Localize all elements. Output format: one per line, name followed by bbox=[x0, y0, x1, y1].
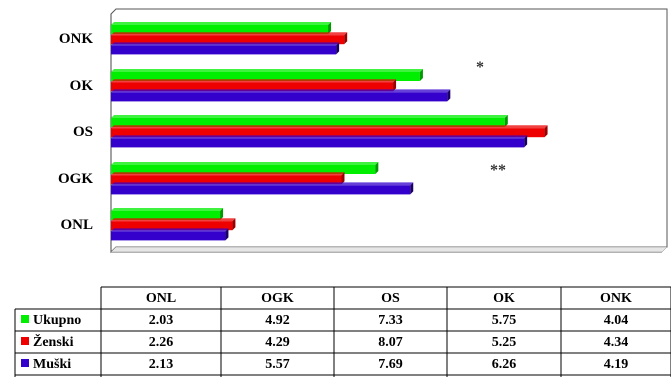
bar-enski-ogk bbox=[111, 172, 345, 185]
bar-end-cap bbox=[544, 125, 548, 138]
bar-muki-onl bbox=[111, 228, 229, 241]
bar-end-cap bbox=[524, 135, 528, 148]
bar-ukupno-ok bbox=[111, 69, 423, 81]
table-cell: 4.04 bbox=[604, 313, 629, 328]
bar-enski-ok bbox=[111, 79, 397, 92]
bar-end-cap bbox=[393, 79, 397, 92]
bar-ukupno-onl bbox=[111, 208, 224, 220]
y-tick-label-onk: ONK bbox=[59, 31, 94, 47]
bar-top-face bbox=[111, 218, 236, 222]
table-cell: 5.25 bbox=[492, 335, 517, 350]
bar-ukupno-onk bbox=[111, 22, 332, 34]
table-cell: 8.07 bbox=[378, 335, 403, 350]
table-cell: 4.19 bbox=[604, 357, 629, 372]
bar-end-cap bbox=[220, 208, 224, 220]
bar-front bbox=[111, 221, 233, 231]
table-cell: 2.26 bbox=[149, 335, 174, 350]
y-tick-label-ogk: OGK bbox=[58, 171, 93, 187]
bar-end-cap bbox=[504, 115, 508, 127]
y-tick-label-onl: ONL bbox=[60, 217, 93, 233]
table-cell: 6.26 bbox=[492, 357, 517, 372]
bar-muki-onk bbox=[111, 42, 340, 55]
annotation-ogk: ** bbox=[490, 162, 506, 179]
bar-front bbox=[111, 35, 345, 45]
bar-front bbox=[111, 231, 226, 241]
legend-key-muki bbox=[21, 359, 29, 367]
bar-front bbox=[111, 165, 376, 174]
bar-top-face bbox=[111, 79, 397, 83]
bar-end-cap bbox=[447, 89, 451, 102]
bar-top-face bbox=[111, 182, 414, 186]
bar-front bbox=[111, 138, 525, 148]
bar-end-cap bbox=[328, 22, 332, 34]
bar-top-face bbox=[111, 32, 348, 36]
table-header-os: OS bbox=[381, 291, 400, 306]
legend-label-muki: Muški bbox=[33, 357, 71, 372]
data-table: ONL OGK OS OK ONK Ukupno 2.03 4.92 7.33 5.75 4.04 Ž… bbox=[14, 286, 671, 377]
bar-top-face bbox=[111, 42, 340, 46]
bar-muki-ok bbox=[111, 89, 451, 102]
bar-end-cap bbox=[225, 228, 229, 241]
bar-front bbox=[111, 45, 337, 55]
legend-key-enski bbox=[21, 337, 29, 345]
legend-label-enski: Ženski bbox=[33, 333, 74, 350]
bar-enski-os bbox=[111, 125, 548, 138]
bar-top-face bbox=[111, 172, 345, 176]
bar-top-face bbox=[111, 115, 508, 118]
table-cell: 7.69 bbox=[378, 357, 403, 372]
bar-front bbox=[111, 92, 448, 102]
table-cell: 7.33 bbox=[378, 313, 403, 328]
bar-top-face bbox=[111, 89, 451, 93]
table-header-onl: ONL bbox=[146, 291, 176, 306]
y-tick-label-os: OS bbox=[73, 124, 93, 140]
table-cell: 5.75 bbox=[492, 313, 517, 328]
bar-end-cap bbox=[232, 218, 236, 231]
table-header-onk: ONK bbox=[600, 291, 632, 306]
bar-enski-onl bbox=[111, 218, 236, 231]
table-cell: 5.57 bbox=[265, 357, 290, 372]
bar-top-face bbox=[111, 69, 423, 72]
bar-muki-ogk bbox=[111, 182, 414, 195]
table-cell: 4.29 bbox=[265, 335, 290, 350]
bar-front bbox=[111, 72, 420, 81]
bar-front bbox=[111, 211, 221, 220]
bar-end-cap bbox=[410, 182, 414, 195]
annotation-ok: * bbox=[476, 59, 484, 76]
bar-front bbox=[111, 175, 342, 185]
table-header-ogk: OGK bbox=[261, 291, 294, 306]
bar-front bbox=[111, 118, 505, 127]
bar-enski-onk bbox=[111, 32, 348, 45]
table-header-ok: OK bbox=[493, 291, 515, 306]
bar-top-face bbox=[111, 162, 379, 165]
legend-key-ukupno bbox=[21, 315, 29, 323]
bar-front bbox=[111, 25, 329, 34]
table-cell: 4.34 bbox=[604, 335, 629, 350]
bar-front bbox=[111, 128, 545, 138]
bar-end-cap bbox=[419, 69, 423, 81]
bar-ukupno-os bbox=[111, 115, 508, 127]
bar-top-face bbox=[111, 228, 229, 232]
bar-ukupno-ogk bbox=[111, 162, 379, 174]
bar-end-cap bbox=[336, 42, 340, 55]
bar-front bbox=[111, 82, 394, 92]
bar-muki-os bbox=[111, 135, 528, 148]
bar-end-cap bbox=[344, 32, 348, 45]
bar-top-face bbox=[111, 22, 332, 25]
y-tick-label-ok: OK bbox=[70, 78, 94, 94]
table-cell: 4.92 bbox=[265, 313, 290, 328]
bar-top-face bbox=[111, 135, 528, 139]
bar-end-cap bbox=[341, 172, 345, 185]
bar-top-face bbox=[111, 125, 548, 129]
bar-front bbox=[111, 185, 411, 195]
table-cell: 2.03 bbox=[149, 313, 174, 328]
bar-top-face bbox=[111, 208, 224, 211]
bar-end-cap bbox=[375, 162, 379, 174]
plot-floor bbox=[110, 246, 668, 253]
legend-label-ukupno: Ukupno bbox=[33, 313, 81, 328]
table-cell: 2.13 bbox=[149, 357, 174, 372]
